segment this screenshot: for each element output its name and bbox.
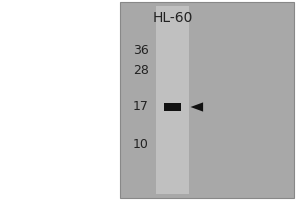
Text: 36: 36 [133, 45, 148, 58]
Polygon shape [190, 102, 203, 112]
Text: HL-60: HL-60 [152, 11, 193, 25]
Text: 10: 10 [133, 138, 148, 150]
Text: 28: 28 [133, 64, 148, 77]
FancyBboxPatch shape [120, 2, 294, 198]
FancyBboxPatch shape [164, 103, 181, 111]
FancyBboxPatch shape [156, 6, 189, 194]
Text: 17: 17 [133, 100, 148, 114]
